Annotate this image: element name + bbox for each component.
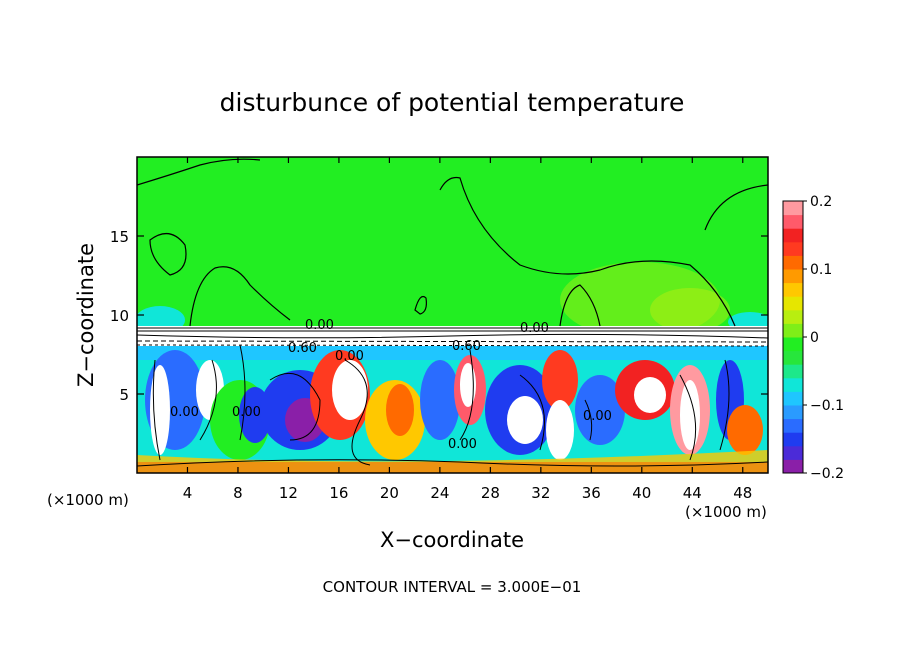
lower-contours: [137, 344, 768, 467]
y-axis: 5 10 15: [110, 228, 768, 404]
colorbar-swatch: [783, 377, 803, 392]
colorbar-swatch: [783, 296, 803, 311]
colorbar-swatch: [783, 445, 803, 460]
y-axis-label: Z−coordinate: [74, 243, 98, 387]
colorbar-swatch: [783, 255, 803, 270]
inversion-contours: [137, 327, 768, 347]
x-unit-right: (×1000 m): [685, 503, 767, 521]
x-tick-label: 12: [279, 484, 298, 502]
x-tick-label: 20: [380, 484, 399, 502]
field-patch: [650, 288, 730, 332]
colorbar-tick-label: −0.2: [810, 466, 844, 482]
x-tick-label: 28: [481, 484, 500, 502]
colorbar-swatch: [783, 309, 803, 324]
colorbar-tick-label: 0.1: [810, 262, 832, 278]
x-axis: 4 8 12 16 20 24 28 32 36 40 44 48: [183, 157, 752, 502]
upper-contours: [137, 158, 768, 327]
colorbar-tick-label: 0: [810, 330, 819, 346]
colorbar-swatch: [783, 391, 803, 406]
colorbar-swatch: [783, 214, 803, 229]
colorbar-swatch: [783, 241, 803, 256]
contour-label: 0.00: [305, 318, 334, 333]
contour-label: 0.00: [170, 405, 199, 420]
colorbar-swatch: [783, 228, 803, 243]
x-tick-label: 40: [632, 484, 651, 502]
contour-label: 0.00: [448, 437, 477, 452]
x-tick-label: 48: [733, 484, 752, 502]
contour-label: 0.00: [335, 349, 364, 364]
x-tick-label: 16: [329, 484, 348, 502]
colorbar-swatch: [783, 459, 803, 474]
colorbar-swatch: [783, 337, 803, 352]
y-tick-label: 10: [110, 307, 129, 325]
colorbar-swatch: [783, 364, 803, 379]
y-tick-label: 15: [110, 228, 129, 246]
colorbar-tick-label: 0.2: [810, 194, 832, 210]
x-axis-label: X−coordinate: [380, 528, 524, 552]
colorbar-swatch: [783, 269, 803, 284]
colorbar-swatch: [783, 418, 803, 433]
x-tick-label: 36: [582, 484, 601, 502]
colorbar-swatch: [783, 432, 803, 447]
colorbar-swatch: [783, 201, 803, 216]
colorbar-swatch: [783, 323, 803, 338]
contour-label: 0.00: [520, 321, 549, 336]
colorbar-swatch: [783, 282, 803, 297]
colorbar: 0.2 0.1 0 −0.1 −0.2: [782, 194, 844, 482]
colorbar-swatch: [783, 350, 803, 365]
contour-label: 0.00: [232, 405, 261, 420]
x-tick-label: 32: [531, 484, 550, 502]
colorbar-tick-label: −0.1: [810, 398, 844, 414]
contour-label: 0.60: [288, 341, 317, 356]
chart-title: disturbunce of potential temperature: [220, 88, 685, 117]
x-unit-left: (×1000 m): [47, 491, 129, 509]
x-tick-label: 24: [430, 484, 449, 502]
colorbar-swatch: [783, 405, 803, 420]
contour-label: 0.00: [583, 409, 612, 424]
contour-interval-note: CONTOUR INTERVAL = 3.000E−01: [323, 578, 582, 596]
contour-labels: 0.00 0.60 0.00 0.60 0.00 0.00 0.00 0.00 …: [170, 318, 612, 452]
x-tick-label: 8: [233, 484, 243, 502]
heatmap-field: 0.00 0.60 0.00 0.60 0.00 0.00 0.00 0.00 …: [137, 157, 768, 473]
x-tick-label: 4: [183, 484, 193, 502]
x-tick-label: 44: [683, 484, 702, 502]
contour-label: 0.60: [452, 339, 481, 354]
y-tick-label: 5: [119, 386, 129, 404]
